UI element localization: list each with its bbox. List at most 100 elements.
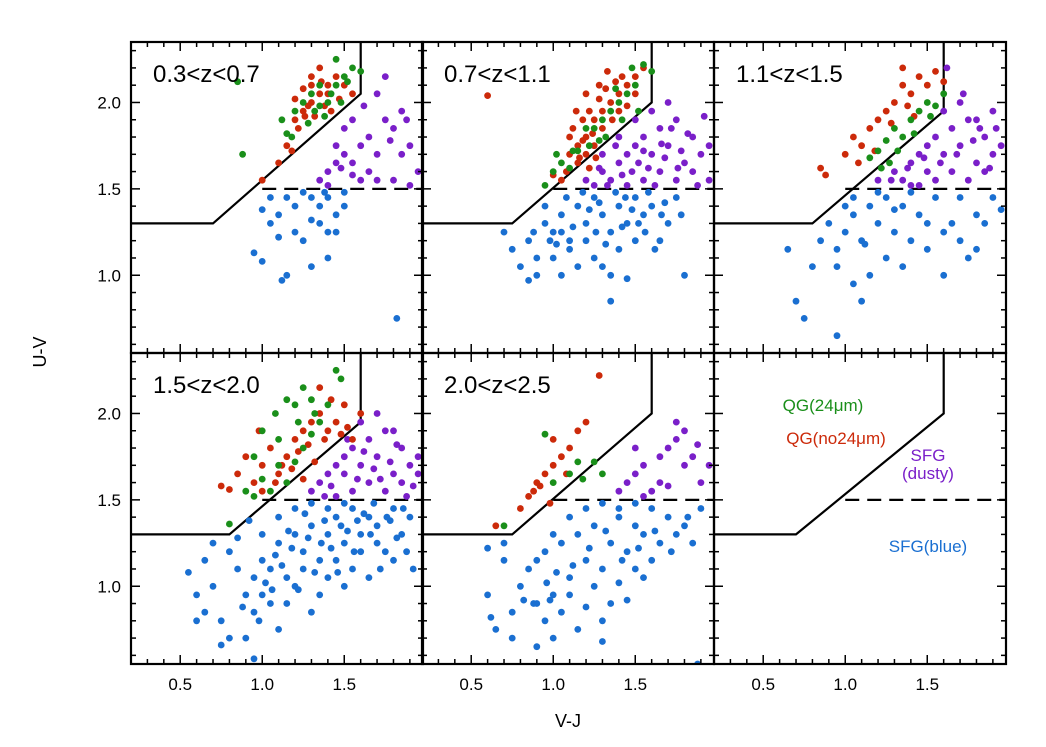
data-point-sfgblue: [508, 634, 516, 642]
data-point-sfgdusty: [651, 182, 659, 189]
data-point-qgno24: [604, 68, 611, 75]
data-point-sfgdusty: [981, 133, 989, 141]
data-point-sfgblue: [664, 220, 672, 227]
data-point-sfgdusty: [956, 99, 964, 106]
data-point-qg24: [874, 147, 882, 155]
data-point-sfgblue: [635, 544, 642, 552]
data-point-sfgdusty: [661, 154, 669, 162]
data-point-sfgdusty: [989, 150, 997, 158]
data-point-qgno24: [530, 487, 537, 495]
data-point-sfgdusty: [618, 171, 626, 179]
data-point-sfgdusty: [373, 410, 381, 417]
data-point-qg24: [226, 520, 233, 528]
data-point-sfgblue: [566, 237, 573, 245]
data-point-sfgdusty: [381, 427, 389, 435]
data-point-sfgblue: [631, 522, 639, 530]
data-point-sfgblue: [283, 271, 291, 279]
data-point-qg24: [316, 102, 324, 110]
data-point-sfgblue: [615, 513, 623, 521]
data-point-sfgdusty: [631, 142, 639, 150]
data-point-sfgblue: [661, 199, 669, 207]
data-point-qgno24: [288, 465, 296, 473]
data-point-sfgdusty: [681, 461, 688, 469]
data-point-qgno24: [923, 81, 931, 89]
x-tick-label: 0.5: [751, 675, 775, 694]
data-point-qg24: [631, 81, 639, 89]
data-point-sfgdusty: [920, 154, 928, 162]
data-point-sfgblue: [558, 271, 565, 279]
data-point-qgno24: [258, 487, 266, 495]
data-point-sfgblue: [272, 551, 279, 559]
data-point-sfgblue: [651, 245, 659, 253]
data-point-sfgblue: [566, 591, 573, 599]
data-point-sfgblue: [250, 574, 258, 581]
data-point-sfgdusty: [365, 133, 373, 141]
data-point-qg24: [258, 427, 266, 435]
data-point-sfgblue: [667, 548, 675, 556]
quiescent-boundary-line: [714, 353, 945, 536]
data-point-sfgdusty: [390, 176, 397, 184]
data-point-sfgblue: [563, 194, 570, 201]
panel-6: 0.5 1.0 1.5: [712, 351, 1008, 694]
data-point-qg24: [283, 396, 291, 404]
data-point-qg24: [332, 366, 340, 374]
data-point-qgno24: [288, 147, 296, 155]
data-point-sfgblue: [373, 539, 381, 547]
data-point-sfgblue: [324, 194, 332, 201]
data-point-sfgblue: [574, 202, 582, 210]
data-point-qgno24: [316, 410, 324, 417]
data-point-qgno24: [607, 99, 615, 106]
data-point-sfgdusty: [694, 441, 701, 448]
data-point-qgno24: [484, 92, 491, 99]
data-point-sfgblue: [327, 544, 335, 552]
panel-4: 0.5 1.0 1.5 1.0 1.5 2.0 1.5<z<2.0: [97, 351, 425, 694]
data-point-qgno24: [891, 99, 898, 106]
y-tick-label: 2.0: [97, 404, 121, 423]
data-point-sfgblue: [185, 569, 192, 576]
data-point-sfgblue: [357, 531, 365, 538]
data-point-sfgdusty: [393, 441, 401, 448]
data-point-sfgblue: [324, 254, 332, 262]
data-point-sfgblue: [316, 591, 324, 599]
data-point-qgno24: [882, 107, 890, 115]
data-point-sfgdusty: [628, 168, 636, 176]
data-point-sfgblue: [697, 505, 705, 512]
data-point-sfgdusty: [648, 107, 656, 115]
data-point-sfgblue: [268, 586, 276, 594]
data-point-sfgblue: [631, 565, 639, 573]
data-point-qgno24: [569, 124, 577, 132]
data-point-sfgblue: [376, 565, 384, 573]
data-point-sfgblue: [973, 245, 980, 253]
data-point-sfgblue: [255, 617, 263, 625]
data-point-sfgdusty: [376, 475, 384, 483]
y-tick-label: 1.0: [97, 577, 121, 596]
data-point-qg24: [294, 418, 302, 426]
data-point-qgno24: [599, 107, 606, 115]
data-point-sfgblue: [915, 211, 923, 219]
data-point-qg24: [304, 119, 312, 127]
data-point-qg24: [344, 78, 351, 86]
data-point-qg24: [272, 410, 279, 417]
data-point-sfgblue: [602, 240, 610, 248]
data-point-sfgdusty: [354, 475, 361, 483]
legend: QG(24μm) QG(no24μm) SFG (dusty) SFG(blue…: [783, 396, 968, 556]
data-point-qgno24: [327, 107, 335, 115]
data-point-sfgblue: [585, 206, 593, 214]
data-point-sfgdusty: [672, 116, 680, 124]
data-point-sfgblue: [546, 237, 554, 245]
data-point-sfgblue: [291, 202, 299, 210]
data-point-qg24: [595, 137, 603, 144]
data-point-sfgblue: [582, 220, 590, 227]
data-point-sfgdusty: [582, 176, 590, 184]
data-point-qg24: [553, 150, 560, 158]
data-point-sfgdusty: [976, 124, 984, 132]
data-point-sfgblue: [500, 539, 508, 547]
quiescent-boundary-line: [131, 42, 362, 225]
data-point-qg24: [579, 475, 587, 483]
data-point-sfgdusty: [697, 479, 705, 486]
data-point-sfgdusty: [615, 159, 623, 167]
data-point-sfgblue: [275, 513, 282, 521]
scatter-points: [234, 55, 422, 322]
data-point-sfgblue: [340, 539, 348, 547]
data-point-sfgblue: [574, 263, 582, 270]
